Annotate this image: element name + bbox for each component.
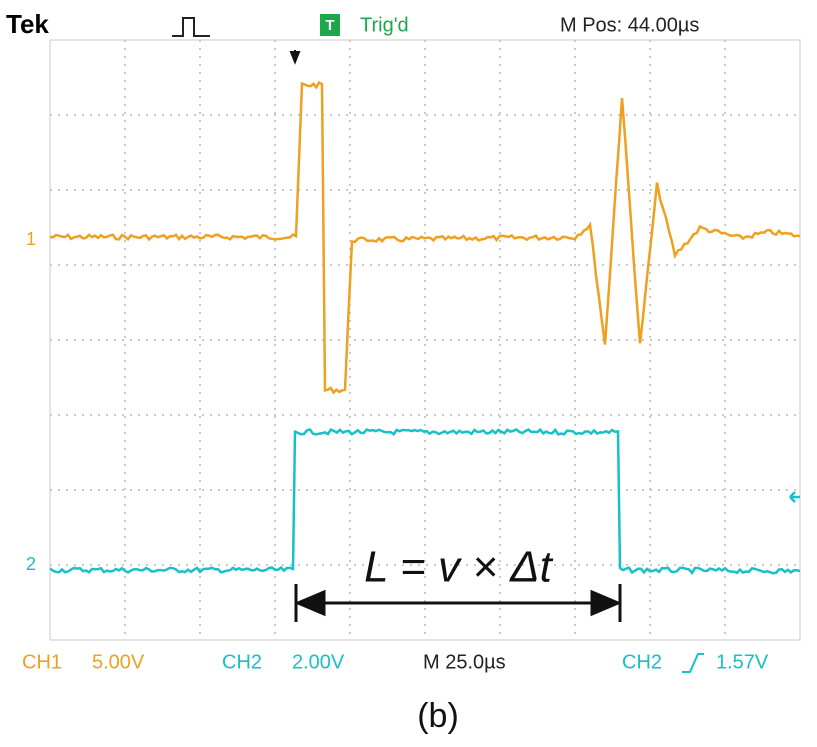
- ch1-marker: 1: [26, 229, 36, 249]
- ch2-marker: 2: [26, 554, 36, 574]
- ch2-scale: 2.00V: [292, 651, 345, 673]
- background: [0, 0, 817, 747]
- ch2-label: CH2: [222, 651, 262, 673]
- scope-screenshot: Tek T Trig'd M Pos: 44.00µs 1 2 L = v × …: [0, 0, 817, 747]
- trigger-source: CH2: [622, 651, 662, 673]
- ch1-label: CH1: [22, 651, 62, 673]
- trigger-icon: T: [325, 17, 334, 34]
- brand: Tek: [6, 9, 49, 39]
- trigger-status: Trig'd: [360, 14, 409, 36]
- page: Tek T Trig'd M Pos: 44.00µs 1 2 L = v × …: [0, 0, 817, 747]
- trigger-level: 1.57V: [716, 651, 769, 673]
- ch1-scale: 5.00V: [92, 651, 145, 673]
- caption: (b): [417, 697, 459, 735]
- position: M Pos: 44.00µs: [560, 14, 699, 36]
- timebase: M 25.0µs: [423, 651, 506, 673]
- equation: L = v × Δt: [364, 543, 553, 592]
